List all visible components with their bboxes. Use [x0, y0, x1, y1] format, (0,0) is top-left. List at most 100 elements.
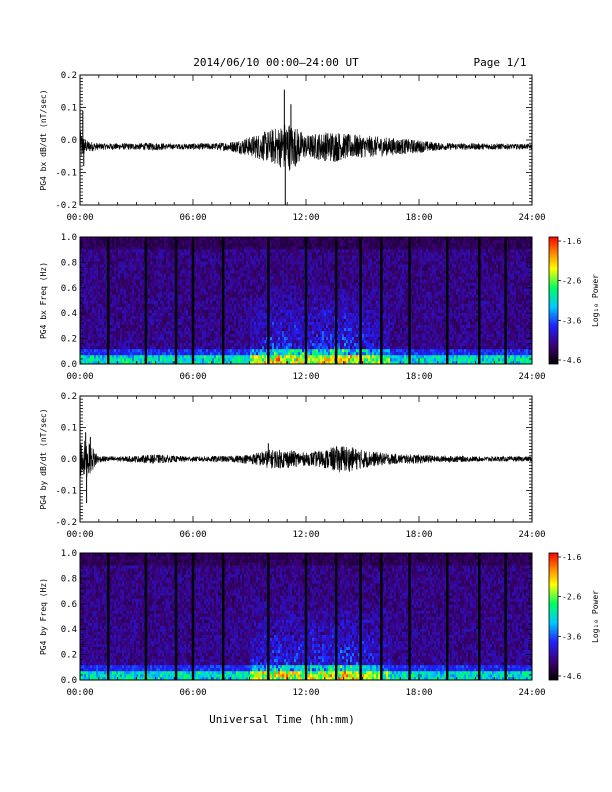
colorbar-label: Log₁₀ Power [591, 274, 600, 327]
x-tick-label: 06:00 [179, 530, 206, 540]
x-tick-label: 06:00 [179, 213, 206, 223]
colorbar-tick-label: -3.6 [562, 316, 581, 325]
colorbar-tick-label: -1.6 [562, 553, 581, 562]
data-gap-12 [446, 553, 449, 680]
colorbar-tick-label: -4.6 [562, 356, 581, 365]
data-gap-13 [478, 553, 481, 680]
page-number: Page 1/1 [474, 56, 527, 69]
data-gap-7 [304, 237, 308, 364]
x-tick-label: 00:00 [66, 372, 93, 382]
colorbar-gradient [548, 552, 559, 681]
data-gap-6 [267, 237, 270, 364]
y-tick-label: 0.2 [61, 71, 77, 81]
y-axis-label: PG4 bx Freq (Hz) [39, 262, 48, 339]
y-tick-label: -0.2 [55, 201, 77, 211]
y-tick-label: 1.0 [61, 549, 77, 559]
panels: 00:00 06:00 12:00 18:00 24:00 0.2 0.1 0.0 -0.1 -0… [39, 71, 600, 698]
y-tick-label: 0.0 [61, 136, 77, 146]
data-gap-14 [504, 553, 507, 680]
data-gap-6 [267, 553, 270, 680]
x-tick-label: 12:00 [292, 372, 319, 382]
x-tick-label: 18:00 [405, 530, 432, 540]
x-tick-label: 18:00 [405, 213, 432, 223]
y-tick-label: 0.0 [61, 455, 77, 465]
data-gap-2 [144, 237, 148, 364]
data-gap-13 [478, 237, 481, 364]
data-gap-9 [359, 553, 362, 680]
x-tick-label: 18:00 [405, 372, 432, 382]
data-gap-14 [504, 237, 507, 364]
x-tick-label: 12:00 [292, 213, 319, 223]
x-tick-label: 24:00 [518, 688, 545, 698]
y-tick-label: 0.2 [61, 392, 77, 402]
y-tick-label: 0.0 [61, 676, 77, 686]
y-tick-label: 0.4 [61, 309, 77, 319]
y-tick-label: 0.0 [61, 360, 77, 370]
y-tick-label: 0.2 [61, 335, 77, 345]
data-gap-8 [334, 237, 338, 364]
colorbar-gradient [548, 236, 559, 365]
data-gap-2 [144, 553, 148, 680]
colorbar-tick-label: -2.6 [562, 277, 581, 286]
x-tick-label: 00:00 [66, 688, 93, 698]
data-gap-5 [221, 553, 225, 680]
x-tick-label: 24:00 [518, 530, 545, 540]
colorbar: -1.6 -2.6 -3.6 -4.6 Log₁₀ Power [548, 552, 600, 681]
panel-1: 00:00 06:00 12:00 18:00 24:00 0.2 0.1 0.0 -0.1 -0… [39, 71, 546, 223]
page-title: 2014/06/10 00:00–24:00 UT [193, 56, 359, 69]
data-gap-4 [191, 237, 195, 364]
colorbar-tick-label: -2.6 [562, 593, 581, 602]
data-gap-8 [334, 553, 338, 680]
y-tick-label: -0.1 [55, 487, 77, 497]
data-gap-3 [174, 553, 178, 680]
y-tick-label: 0.8 [61, 574, 77, 584]
x-tick-label: 24:00 [518, 213, 545, 223]
colorbar-tick-label: -4.6 [562, 672, 581, 681]
panel-2: 00:00 06:00 12:00 18:00 24:00 1.0 0.8 0.6 0.4 0.2… [39, 233, 600, 382]
data-gap-3 [174, 237, 178, 364]
colorbar-tick-label: -3.6 [562, 632, 581, 641]
data-gap-11 [408, 237, 411, 364]
y-tick-label: 0.2 [61, 651, 77, 661]
data-gap-1 [107, 237, 110, 364]
x-tick-label: 00:00 [66, 530, 93, 540]
y-tick-label: -0.1 [55, 169, 77, 179]
data-gap-5 [221, 237, 225, 364]
y-tick-label: -0.2 [55, 518, 77, 528]
y-tick-label: 0.6 [61, 284, 77, 294]
y-tick-label: 0.1 [61, 424, 77, 434]
y-tick-label: 0.6 [61, 600, 77, 610]
panel-3: 00:00 06:00 12:00 18:00 24:00 0.2 0.1 0.0 -0.1 -0… [39, 392, 546, 540]
x-tick-label: 00:00 [66, 213, 93, 223]
y-axis-label: PG4 bx dB/dt (nT/sec) [39, 89, 48, 190]
x-tick-label: 18:00 [405, 688, 432, 698]
series-line [79, 440, 533, 477]
data-gap-1 [107, 553, 110, 680]
series-line [79, 124, 533, 171]
data-gap-10 [380, 553, 383, 680]
y-tick-label: 1.0 [61, 233, 77, 243]
colorbar: -1.6 -2.6 -3.6 -4.6 Log₁₀ Power [548, 236, 600, 365]
y-axis-label: PG4 by Freq (Hz) [39, 578, 48, 655]
data-gap-10 [380, 237, 383, 364]
data-gap-9 [359, 237, 362, 364]
colorbar-label: Log₁₀ Power [591, 590, 600, 643]
x-tick-label: 06:00 [179, 688, 206, 698]
x-axis-title: Universal Time (hh:mm) [209, 713, 355, 726]
panel-4: 00:00 06:00 12:00 18:00 24:00 1.0 0.8 0.6 0.4 0.2… [39, 549, 600, 698]
y-tick-label: 0.4 [61, 625, 77, 635]
data-gap-11 [408, 553, 411, 680]
y-tick-label: 0.8 [61, 258, 77, 268]
x-tick-label: 06:00 [179, 372, 206, 382]
x-tick-label: 12:00 [292, 688, 319, 698]
y-tick-label: 0.1 [61, 104, 77, 114]
data-gap-7 [304, 553, 308, 680]
x-tick-label: 24:00 [518, 372, 545, 382]
spectrogram-cells [80, 237, 533, 365]
data-gap-12 [446, 237, 449, 364]
colorbar-tick-label: -1.6 [562, 237, 581, 246]
data-gap-4 [191, 553, 195, 680]
y-axis-label: PG4 by dB/dt (nT/sec) [39, 408, 48, 509]
x-tick-label: 12:00 [292, 530, 319, 540]
